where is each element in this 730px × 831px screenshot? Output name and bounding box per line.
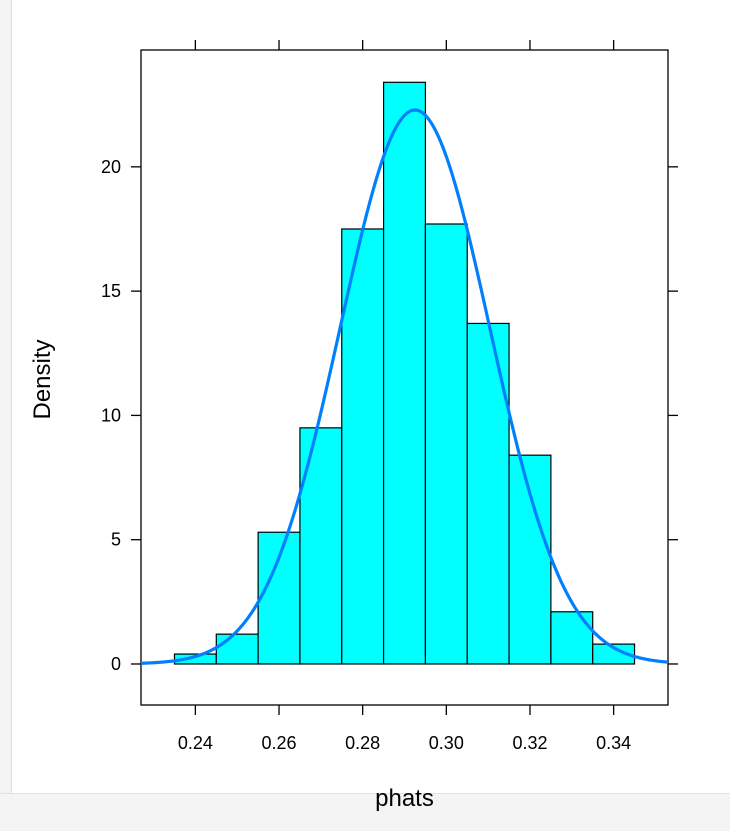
left-window-edge [0,0,12,830]
histogram-bar [550,611,594,665]
histogram-bar [466,322,510,665]
plot-panel [140,49,669,706]
y-tick-label: 5 [111,530,121,550]
histogram-bar [508,454,552,665]
histogram-bar [424,223,468,665]
x-tick-label: 0.26 [262,733,297,753]
y-tick-label: 15 [101,281,121,301]
x-tick-label: 0.30 [429,733,464,753]
x-tick-label: 0.24 [178,733,213,753]
histogram-bar [341,228,385,665]
y-axis-title: Density [29,339,56,419]
x-axis-title: phats [375,785,434,812]
histogram-bar [215,633,259,665]
bottom-window-edge [0,793,730,831]
histogram-bar [382,81,427,665]
histogram-bar [257,531,301,665]
histogram-bar [299,427,343,665]
x-tick-label: 0.34 [596,733,631,753]
y-tick-label: 10 [101,405,121,425]
x-tick-label: 0.32 [512,733,547,753]
y-tick-label: 20 [101,157,121,177]
y-tick-label: 0 [111,654,121,674]
density-curve [141,108,668,665]
x-tick-label: 0.28 [345,733,380,753]
histogram-bar [592,643,636,665]
